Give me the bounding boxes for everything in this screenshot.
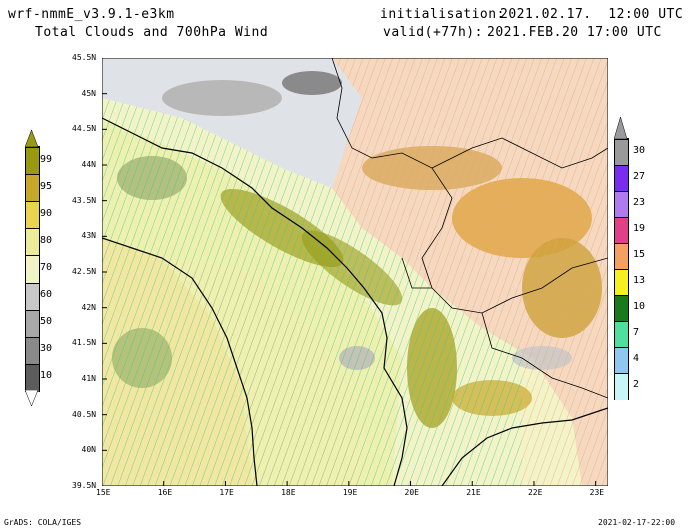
lon-label: 21E bbox=[466, 488, 481, 497]
colorbar-label: 30 bbox=[633, 145, 646, 156]
lat-label: 43N bbox=[81, 231, 96, 241]
colorbar-segment bbox=[26, 201, 39, 230]
colorbar-label: 50 bbox=[40, 316, 53, 328]
colorbar-segment bbox=[26, 336, 39, 365]
wind-hatch-land bbox=[332, 58, 608, 486]
wind-hatch-sea bbox=[102, 98, 522, 486]
wind-colorbar-top-arrow bbox=[614, 117, 627, 139]
colorbar-segment bbox=[615, 269, 628, 296]
wind-colorbar bbox=[614, 138, 629, 400]
colorbar-label: 99 bbox=[40, 153, 53, 165]
wind-hatch-south bbox=[162, 258, 362, 486]
lat-label: 42N bbox=[81, 302, 96, 312]
colorbar-segment bbox=[615, 191, 628, 218]
cloud-colorbar-top-arrow bbox=[25, 130, 38, 147]
lat-label: 40N bbox=[81, 445, 96, 455]
colorbar-segment bbox=[615, 139, 628, 166]
init-label: initialisation: bbox=[380, 7, 505, 22]
lon-label: 19E bbox=[342, 488, 358, 497]
colorbar-segment bbox=[615, 217, 628, 244]
lon-label: 17E bbox=[219, 488, 234, 497]
lat-label: 45N bbox=[81, 88, 96, 98]
map-ticks bbox=[102, 58, 597, 486]
colorbar-label: 90 bbox=[40, 207, 53, 219]
cloud-colorbar-bottom-arrow bbox=[25, 390, 38, 406]
colorbar-label: 15 bbox=[633, 249, 646, 260]
colorbar-segment bbox=[615, 165, 628, 192]
model-name: wrf-nmmE_v3.9.1-e3km bbox=[8, 7, 175, 22]
lon-label: 23E bbox=[589, 488, 605, 497]
colorbar-label: 4 bbox=[633, 353, 640, 364]
colorbar-segment bbox=[615, 347, 628, 374]
lon-label: 20E bbox=[404, 488, 419, 497]
lat-label: 45.5N bbox=[72, 53, 97, 62]
colorbar-label: 95 bbox=[40, 180, 53, 192]
colorbar-segment bbox=[615, 321, 628, 348]
product-title: Total Clouds and 700hPa Wind bbox=[35, 25, 269, 40]
colorbar-segment bbox=[26, 174, 39, 203]
colorbar-segment bbox=[26, 147, 39, 176]
lat-label: 39.5N bbox=[72, 481, 97, 490]
coastlines bbox=[102, 117, 608, 486]
credit-text: GrADS: COLA/IGES bbox=[4, 518, 82, 527]
colorbar-segment bbox=[615, 295, 628, 322]
valid-value: 2021.FEB.20 17:00 UTC bbox=[487, 25, 662, 40]
colorbar-label: 30 bbox=[40, 343, 53, 355]
colorbar-segment bbox=[26, 309, 39, 338]
init-value: 2021.02.17. 12:00 UTC bbox=[500, 7, 684, 22]
colorbar-label: 13 bbox=[633, 275, 646, 286]
lat-label: 43.5N bbox=[72, 195, 97, 205]
colorbar-segment bbox=[615, 373, 628, 400]
colorbar-label: 10 bbox=[40, 370, 53, 382]
lat-label: 41.5N bbox=[72, 338, 97, 348]
borders bbox=[331, 58, 608, 399]
colorbar-segment bbox=[615, 243, 628, 270]
valid-label: valid(+77h): bbox=[383, 25, 483, 40]
lat-label: 42.5N bbox=[72, 267, 97, 276]
lat-label: 41N bbox=[81, 374, 96, 383]
colorbar-segment bbox=[26, 363, 39, 392]
colorbar-label: 2 bbox=[633, 379, 640, 390]
colorbar-label: 80 bbox=[40, 234, 53, 246]
colorbar-segment bbox=[26, 282, 39, 311]
colorbar-label: 7 bbox=[633, 327, 640, 338]
timestamp-text: 2021-02-17-22:00 bbox=[598, 518, 676, 527]
cloud-colorbar bbox=[25, 146, 40, 392]
colorbar-label: 27 bbox=[633, 171, 646, 182]
colorbar-label: 70 bbox=[40, 262, 53, 273]
lon-label: 18E bbox=[281, 488, 296, 497]
colorbar-segment bbox=[26, 255, 39, 284]
lat-label: 44N bbox=[81, 160, 96, 169]
lon-label: 15E bbox=[96, 488, 111, 497]
colorbar-segment bbox=[26, 228, 39, 257]
lon-label: 22E bbox=[527, 488, 543, 497]
colorbar-label: 60 bbox=[40, 289, 53, 301]
lat-label: 40.5N bbox=[72, 409, 97, 419]
colorbar-label: 10 bbox=[633, 301, 646, 312]
weather-map bbox=[102, 58, 608, 486]
lon-label: 16E bbox=[157, 488, 173, 497]
colorbar-label: 19 bbox=[633, 223, 646, 234]
lat-label: 44.5N bbox=[72, 124, 97, 134]
colorbar-label: 23 bbox=[633, 197, 646, 208]
